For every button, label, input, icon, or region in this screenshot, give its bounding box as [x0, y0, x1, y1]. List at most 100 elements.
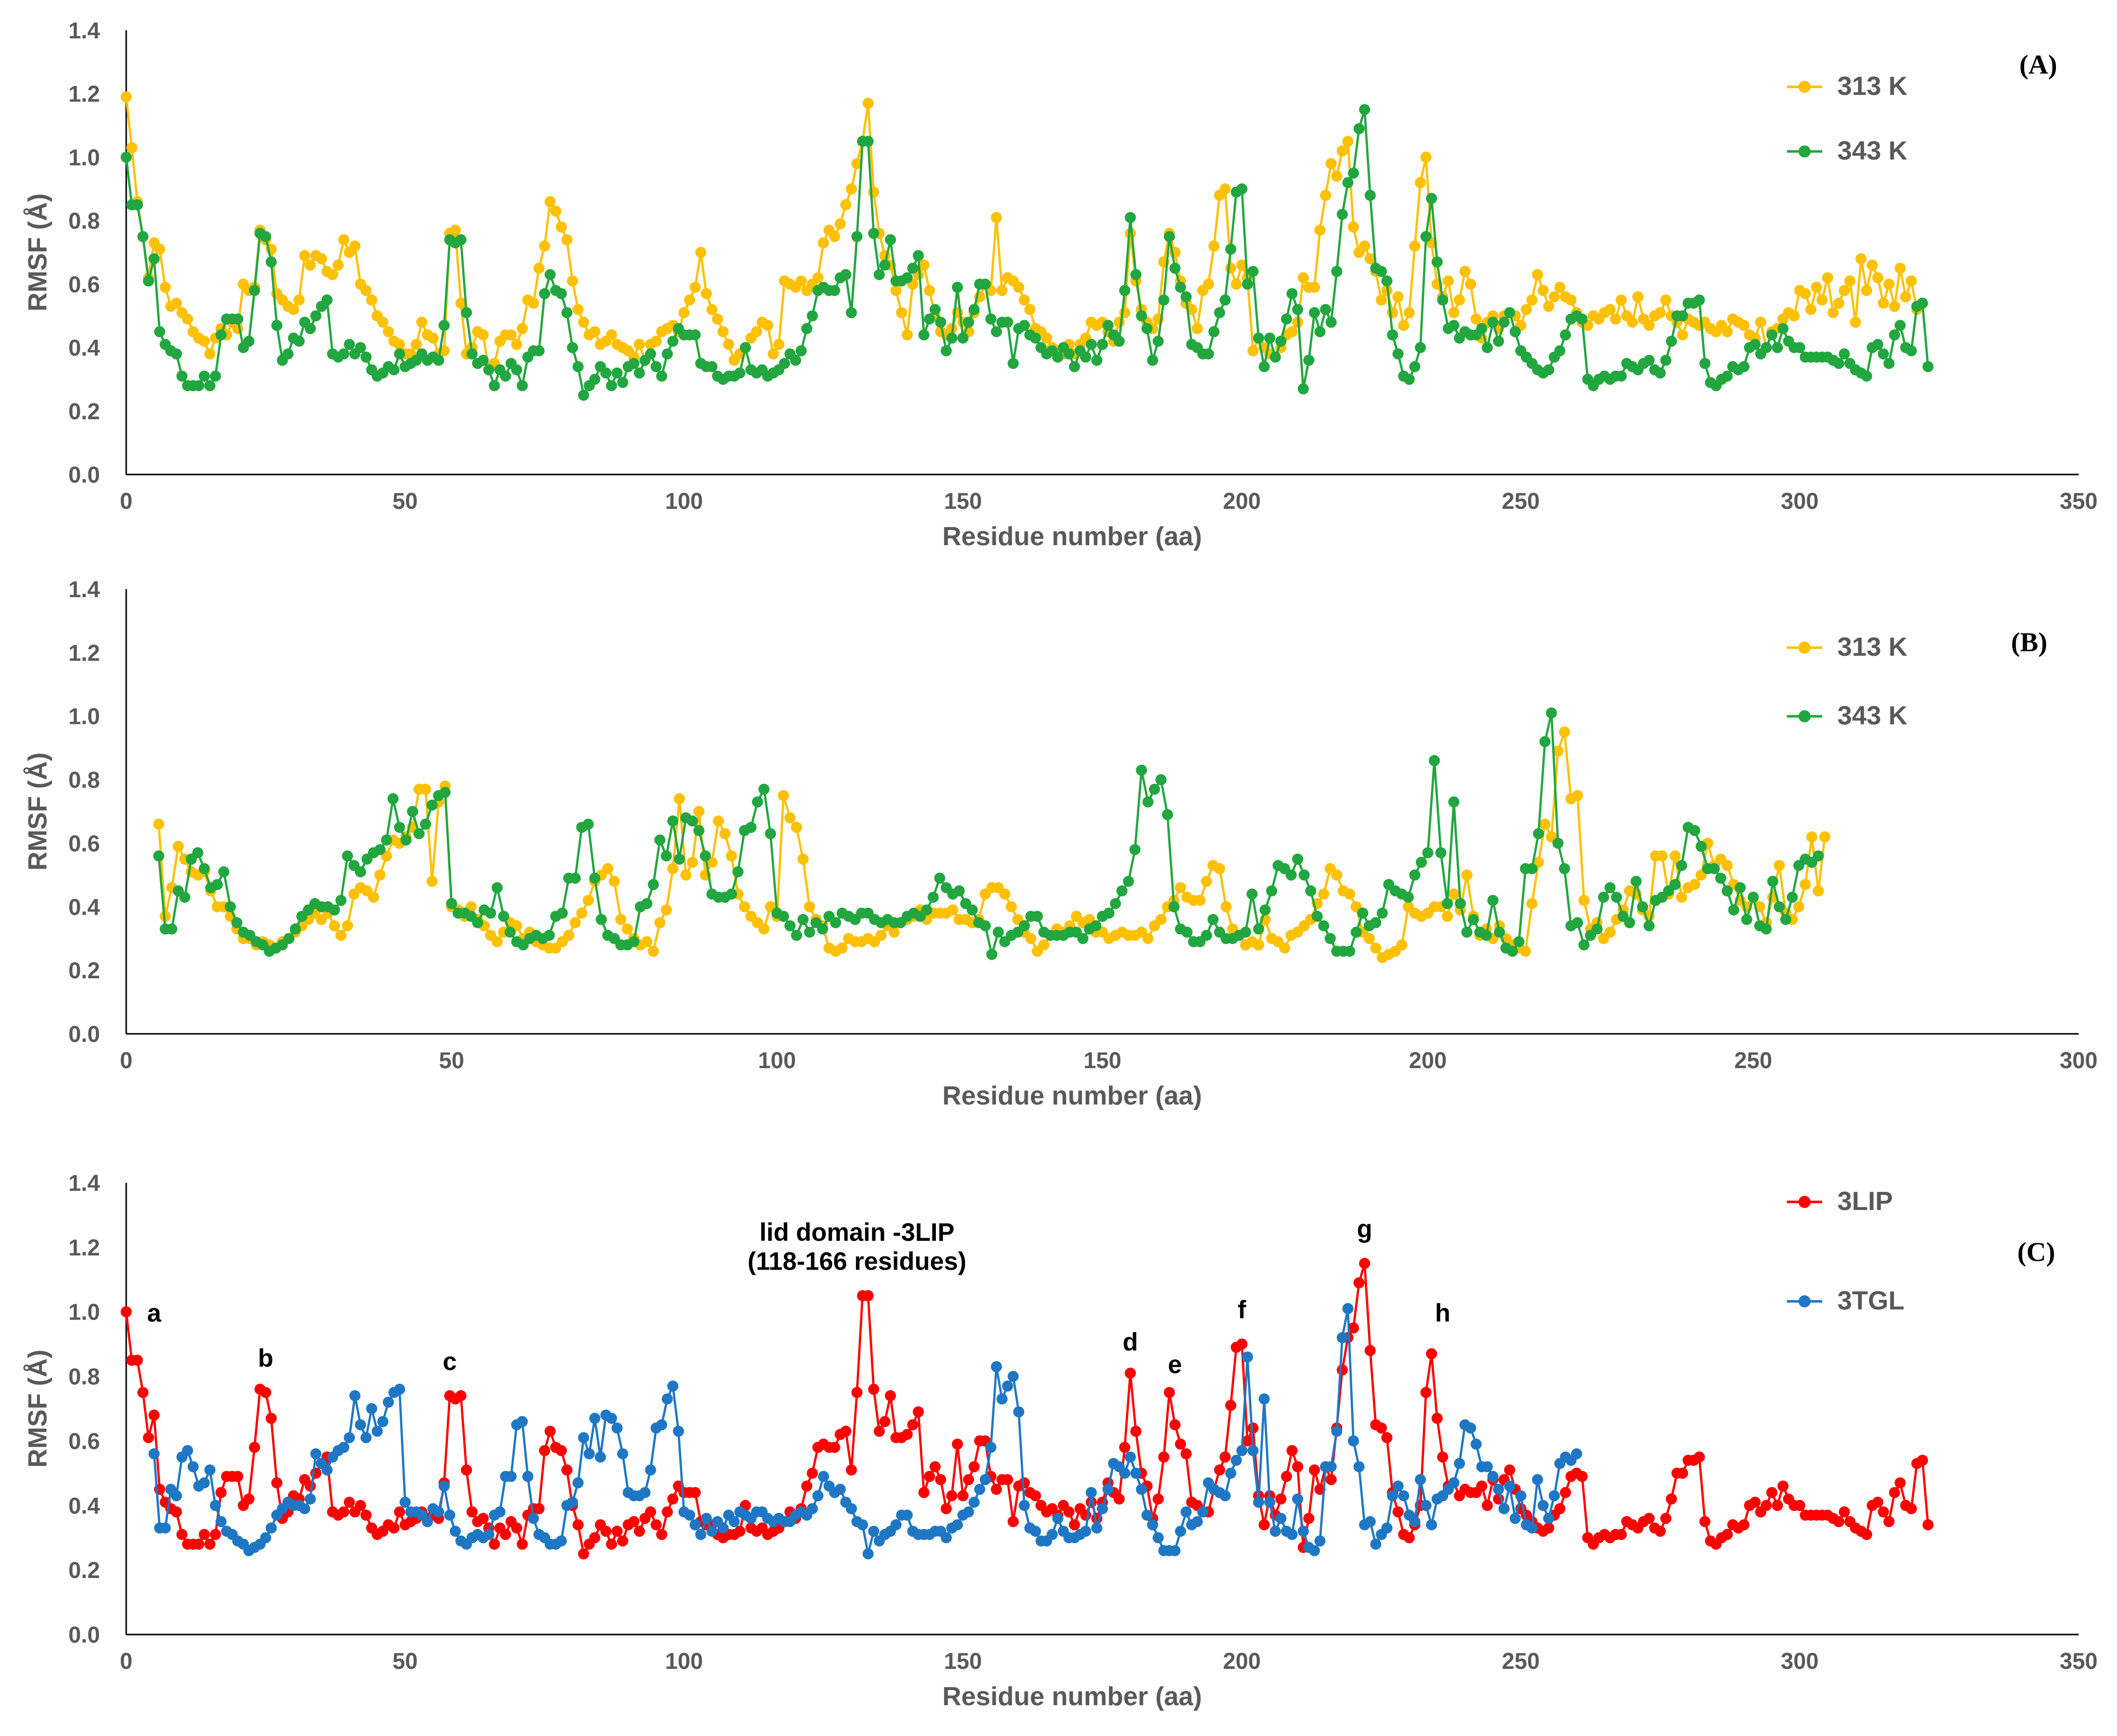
legend-label: 343 K — [1837, 701, 1908, 730]
data-point — [1142, 933, 1154, 944]
data-point — [544, 269, 556, 280]
data-point — [1442, 911, 1453, 922]
data-point — [1872, 339, 1884, 350]
data-point — [1793, 901, 1805, 913]
data-point — [1794, 1500, 1806, 1511]
data-point — [360, 351, 372, 363]
data-point — [1063, 1506, 1075, 1518]
data-point — [885, 1390, 896, 1401]
data-point — [444, 1509, 455, 1521]
data-point — [885, 234, 896, 245]
data-point — [516, 1539, 528, 1550]
data-point — [690, 329, 701, 341]
data-point — [1560, 1487, 1571, 1498]
data-point — [1721, 860, 1733, 871]
data-point — [963, 317, 974, 328]
data-point — [1677, 1467, 1688, 1479]
data-point — [706, 1525, 718, 1537]
data-point — [1676, 860, 1687, 871]
data-point — [160, 1522, 171, 1534]
data-point — [1644, 1512, 1655, 1524]
data-point — [1476, 323, 1488, 334]
data-point — [1838, 285, 1850, 296]
data-point — [187, 1461, 199, 1472]
data-point — [1286, 1529, 1298, 1540]
data-point — [862, 97, 874, 109]
data-point — [1279, 942, 1290, 954]
data-point — [544, 196, 556, 207]
data-point — [1493, 1484, 1504, 1495]
data-point — [957, 332, 969, 344]
data-point — [1844, 275, 1856, 287]
data-point — [1777, 323, 1789, 334]
data-point — [1715, 872, 1726, 884]
data-point — [1387, 329, 1398, 341]
data-point — [1454, 1458, 1465, 1469]
data-point — [712, 313, 723, 325]
data-point — [1331, 869, 1343, 881]
data-point — [1761, 342, 1772, 353]
data-point — [249, 1442, 260, 1453]
data-point — [1141, 323, 1153, 334]
data-point — [1136, 764, 1147, 776]
data-point — [758, 923, 770, 935]
data-point — [569, 917, 581, 928]
data-point — [516, 1416, 528, 1428]
data-point — [282, 348, 294, 360]
data-point — [648, 879, 659, 890]
data-point — [1181, 926, 1193, 938]
annotation-label: h — [1435, 1299, 1451, 1327]
x-tick-label: 200 — [1223, 1648, 1261, 1674]
data-point — [1428, 755, 1440, 766]
data-point — [1538, 1500, 1549, 1511]
data-point — [377, 317, 389, 328]
data-point — [394, 348, 405, 360]
data-point — [1114, 336, 1125, 347]
data-point — [338, 348, 349, 360]
data-point — [1813, 885, 1824, 897]
data-point — [344, 1496, 355, 1508]
data-point — [271, 1477, 283, 1489]
data-point — [1149, 783, 1160, 795]
data-point — [204, 380, 216, 391]
data-point — [171, 297, 182, 309]
data-point — [367, 891, 379, 903]
data-point — [946, 1490, 958, 1502]
data-point — [1822, 272, 1833, 284]
data-point — [1350, 926, 1362, 938]
data-point — [1833, 297, 1844, 309]
data-point — [979, 278, 991, 290]
data-point — [745, 822, 757, 833]
data-point — [126, 142, 138, 153]
data-point — [1158, 1451, 1170, 1463]
data-point — [498, 911, 509, 922]
data-point — [1615, 294, 1627, 306]
data-point — [1811, 282, 1822, 293]
data-point — [701, 288, 712, 299]
data-point — [1359, 104, 1370, 116]
data-point — [924, 1470, 935, 1482]
data-point — [1476, 1480, 1488, 1492]
data-point — [304, 323, 316, 334]
data-point — [1435, 847, 1447, 859]
data-point — [182, 1445, 193, 1456]
data-point — [996, 285, 1008, 296]
data-point — [572, 1477, 584, 1489]
data-point — [1364, 1516, 1376, 1528]
data-point — [784, 812, 796, 824]
data-point — [807, 1467, 818, 1479]
data-point — [504, 926, 516, 938]
data-point — [1019, 920, 1030, 931]
data-point — [1008, 1371, 1019, 1382]
data-point — [1448, 320, 1460, 331]
x-tick-label: 100 — [665, 1648, 703, 1674]
data-point — [985, 313, 996, 325]
data-point — [1275, 336, 1287, 347]
data-point — [1320, 304, 1332, 315]
data-point — [1102, 320, 1114, 331]
data-point — [1598, 891, 1609, 903]
data-point — [121, 91, 132, 102]
data-point — [1470, 313, 1482, 325]
data-point — [1572, 917, 1583, 928]
data-point — [1348, 221, 1359, 233]
